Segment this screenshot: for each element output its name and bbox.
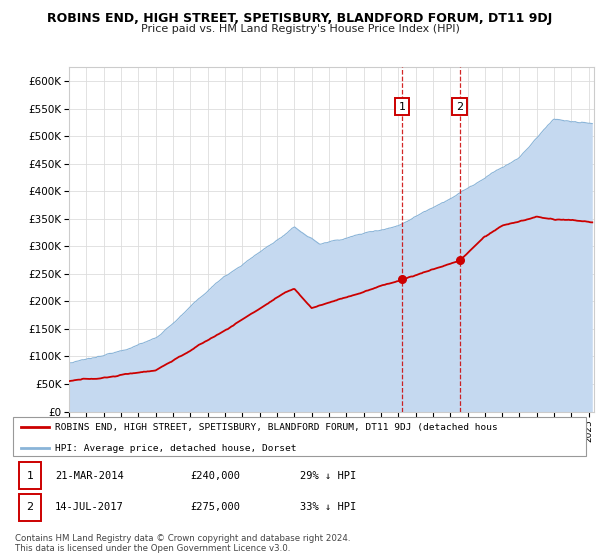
Text: 14-JUL-2017: 14-JUL-2017	[55, 502, 124, 512]
Text: 29% ↓ HPI: 29% ↓ HPI	[300, 471, 356, 480]
Text: 2: 2	[26, 502, 34, 512]
Text: Price paid vs. HM Land Registry's House Price Index (HPI): Price paid vs. HM Land Registry's House …	[140, 24, 460, 34]
Text: 1: 1	[398, 102, 406, 112]
Text: £240,000: £240,000	[191, 471, 241, 480]
Text: 21-MAR-2014: 21-MAR-2014	[55, 471, 124, 480]
FancyBboxPatch shape	[19, 494, 41, 521]
Text: 2: 2	[456, 102, 463, 112]
Text: 1: 1	[26, 471, 34, 480]
Text: 33% ↓ HPI: 33% ↓ HPI	[300, 502, 356, 512]
Text: Contains HM Land Registry data © Crown copyright and database right 2024.
This d: Contains HM Land Registry data © Crown c…	[15, 534, 350, 553]
Text: ROBINS END, HIGH STREET, SPETISBURY, BLANDFORD FORUM, DT11 9DJ: ROBINS END, HIGH STREET, SPETISBURY, BLA…	[47, 12, 553, 25]
Text: £275,000: £275,000	[191, 502, 241, 512]
Text: ROBINS END, HIGH STREET, SPETISBURY, BLANDFORD FORUM, DT11 9DJ (detached hous: ROBINS END, HIGH STREET, SPETISBURY, BLA…	[55, 423, 498, 432]
Text: HPI: Average price, detached house, Dorset: HPI: Average price, detached house, Dors…	[55, 444, 296, 453]
FancyBboxPatch shape	[19, 463, 41, 489]
FancyBboxPatch shape	[13, 417, 586, 456]
